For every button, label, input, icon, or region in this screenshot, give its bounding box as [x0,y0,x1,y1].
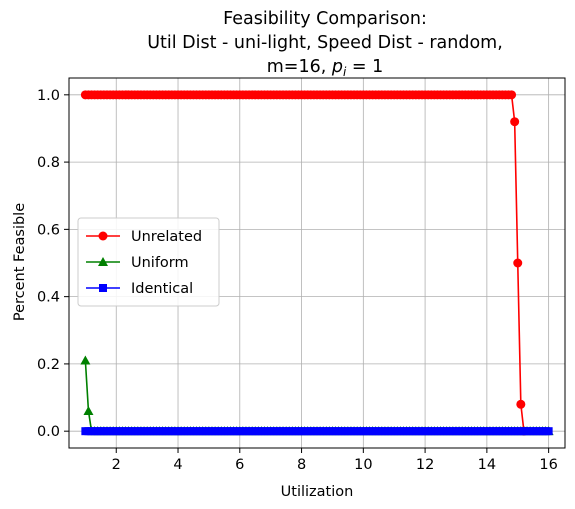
uniform-series [80,355,554,436]
x-tick-label: 14 [478,457,496,473]
y-tick-label: 0.6 [37,222,60,238]
identical-point [544,427,553,436]
series-layer [80,90,554,436]
title-m-text: m=16, [267,57,332,77]
unrelated-point [507,90,517,100]
uniform-point [83,406,94,415]
title-line-2: Util Dist - uni-light, Speed Dist - rand… [147,33,503,53]
plot-frame [68,77,566,449]
title-p-symbol: p [331,57,343,77]
unrelated-point [516,399,526,409]
y-axis-ticks: 0.0 0.2 0.4 0.6 0.8 1.0 [37,88,69,440]
uniform-point [98,257,108,266]
x-tick-label: 10 [354,457,372,473]
unrelated-point [98,231,108,241]
title-line-3: m=16, pi = 1 [267,57,384,79]
y-axis-label: Percent Feasible [12,203,28,321]
x-tick-label: 4 [173,457,182,473]
title-i-subscript: i [343,65,347,79]
identical-series [81,427,553,436]
x-tick-label: 16 [539,457,557,473]
uniform-point [80,355,91,365]
x-tick-label: 12 [416,457,434,473]
legend-label: Unrelated [131,229,202,245]
y-tick-label: 0.0 [37,424,60,440]
x-axis-ticks: 2 4 6 8 10 12 14 16 [112,448,558,473]
unrelated-point [513,258,523,268]
x-tick-label: 2 [112,457,121,473]
y-tick-label: 1.0 [37,88,60,104]
legend-item-uniform: Uniform [86,255,189,271]
y-tick-label: 0.4 [37,290,60,306]
y-tick-label: 0.8 [37,155,60,171]
unrelated-point [510,117,520,127]
legend-item-identical: Identical [86,281,193,297]
x-axis-label: Utilization [281,484,354,500]
title-equals-text: = 1 [346,57,383,77]
uniform-line [84,360,549,432]
identical-point [99,284,107,292]
x-tick-label: 6 [235,457,244,473]
legend-item-unrelated: Unrelated [86,229,202,245]
legend-label: Identical [131,281,193,297]
legend-box [77,217,220,307]
legend: Unrelated Uniform Identical [77,217,220,307]
y-tick-label: 0.2 [37,357,60,373]
chart-title: Feasibility Comparison: Util Dist - uni-… [147,9,503,79]
x-tick-label: 8 [297,457,306,473]
title-line-1: Feasibility Comparison: [223,9,427,29]
legend-label: Uniform [131,255,189,271]
